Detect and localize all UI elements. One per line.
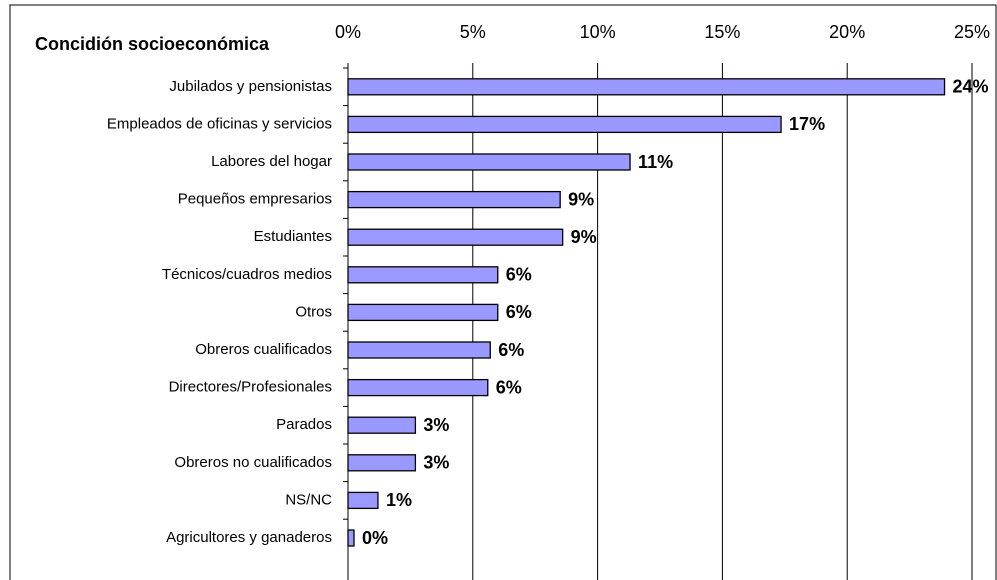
y-tick-label: Técnicos/cuadros medios	[162, 266, 332, 283]
y-tick-label: Labores del hogar	[211, 153, 332, 170]
y-tick-label: Parados	[276, 416, 332, 433]
value-label: 9%	[568, 189, 594, 209]
y-tick-label: Agricultores y ganaderos	[166, 529, 332, 546]
x-tick-label: 10%	[580, 22, 616, 42]
bar	[347, 341, 491, 359]
bar	[347, 153, 631, 171]
bar	[347, 529, 355, 547]
x-tick-label: 25%	[954, 22, 990, 42]
y-tick-label: Pequeños empresarios	[178, 191, 332, 208]
bar	[347, 491, 379, 510]
value-label: 6%	[506, 302, 532, 322]
x-tick-label: 20%	[829, 22, 865, 42]
value-label: 11%	[638, 152, 673, 172]
bar	[347, 378, 489, 397]
value-label: 6%	[506, 265, 532, 285]
y-tick-label: Estudiantes	[254, 228, 332, 245]
value-label: 6%	[496, 377, 522, 397]
bar	[347, 416, 417, 434]
bar	[347, 303, 499, 322]
value-label: 6%	[498, 340, 524, 360]
x-tick-label: 0%	[335, 22, 361, 42]
bar	[347, 228, 564, 246]
value-label: 3%	[423, 453, 449, 473]
value-label: 0%	[362, 528, 388, 548]
y-tick-label: Otros	[295, 303, 332, 320]
value-label: 1%	[386, 490, 412, 510]
bar	[347, 78, 946, 96]
value-label: 9%	[571, 227, 597, 247]
x-tick-label: 5%	[460, 22, 486, 42]
value-label: 3%	[423, 415, 449, 435]
value-label: 17%	[789, 114, 825, 134]
y-tick-label: Jubilados y pensionistas	[169, 78, 332, 95]
y-tick-label: Empleados de oficinas y servicios	[107, 115, 332, 132]
bar	[347, 266, 499, 284]
chart-title: Concidión socioeconómica	[35, 34, 270, 54]
x-tick-label: 15%	[704, 22, 740, 42]
bar	[347, 454, 417, 472]
bar	[347, 115, 782, 134]
y-tick-label: Obreros no cualificados	[174, 454, 332, 471]
chart-border	[9, 4, 997, 580]
y-tick-label: NS/NC	[285, 491, 332, 508]
y-tick-label: Obreros cualificados	[195, 341, 332, 358]
value-label: 24%	[953, 77, 989, 97]
y-tick-label: Directores/Profesionales	[169, 379, 332, 396]
bar	[347, 190, 561, 209]
